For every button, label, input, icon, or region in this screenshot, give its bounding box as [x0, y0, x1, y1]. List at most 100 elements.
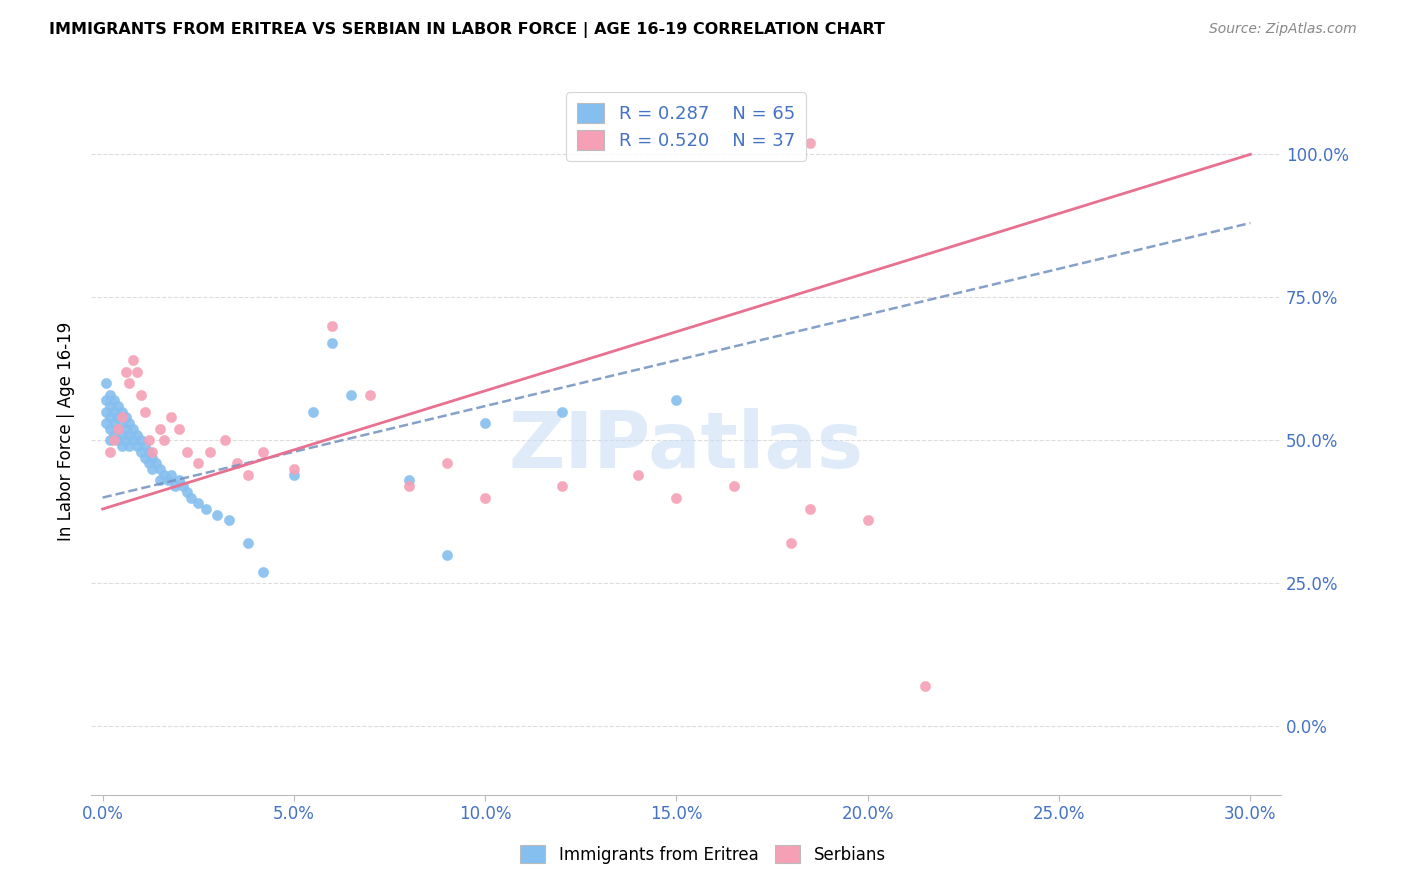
Point [153, 467, 176, 482]
Point [114, 422, 136, 436]
Point [665, 393, 688, 408]
Point [96, 393, 118, 408]
Point [122, 353, 145, 368]
Point [149, 422, 172, 436]
Point [187, 496, 209, 510]
Point [149, 474, 172, 488]
Point [207, 508, 229, 522]
Point [125, 427, 148, 442]
Point [103, 393, 125, 408]
Point [180, 491, 202, 505]
Point [98, 410, 121, 425]
Point [118, 439, 141, 453]
Point [96, 416, 118, 430]
Point [103, 434, 125, 448]
Text: ZIPatlas: ZIPatlas [509, 409, 863, 484]
Point [194, 502, 217, 516]
Point [111, 416, 134, 430]
Point [141, 462, 163, 476]
Point [914, 679, 936, 693]
Point [225, 456, 247, 470]
Point [96, 405, 118, 419]
Point [780, 536, 803, 550]
Point [340, 387, 363, 401]
Point [627, 467, 650, 482]
Point [129, 445, 152, 459]
Point [122, 422, 145, 436]
Point [118, 376, 141, 391]
Point [107, 410, 129, 425]
Point [122, 434, 145, 448]
Point [111, 439, 134, 453]
Point [283, 467, 305, 482]
Point [156, 474, 179, 488]
Point [125, 439, 148, 453]
Point [187, 456, 209, 470]
Point [799, 136, 821, 150]
Point [118, 416, 141, 430]
Point [252, 445, 274, 459]
Point [114, 365, 136, 379]
Point [98, 445, 121, 459]
Point [103, 405, 125, 419]
Point [436, 456, 458, 470]
Point [138, 456, 160, 470]
Point [98, 387, 121, 401]
Point [236, 467, 259, 482]
Point [359, 387, 381, 401]
Point [176, 445, 198, 459]
Point [436, 548, 458, 562]
Point [98, 422, 121, 436]
Legend: R = 0.287    N = 65, R = 0.520    N = 37: R = 0.287 N = 65, R = 0.520 N = 37 [567, 92, 806, 161]
Point [218, 513, 240, 527]
Point [474, 416, 496, 430]
Point [98, 434, 121, 448]
Point [551, 479, 574, 493]
Legend: Immigrants from Eritrea, Serbians: Immigrants from Eritrea, Serbians [513, 838, 893, 871]
Point [153, 434, 176, 448]
Point [167, 474, 190, 488]
Point [856, 513, 879, 527]
Point [138, 445, 160, 459]
Point [129, 434, 152, 448]
Point [114, 434, 136, 448]
Point [107, 422, 129, 436]
Point [141, 450, 163, 465]
Point [665, 491, 688, 505]
Point [398, 479, 420, 493]
Point [111, 405, 134, 419]
Point [103, 416, 125, 430]
Point [134, 439, 156, 453]
Point [129, 387, 152, 401]
Point [167, 422, 190, 436]
Text: Source: ZipAtlas.com: Source: ZipAtlas.com [1209, 22, 1357, 37]
Point [111, 427, 134, 442]
Point [321, 318, 343, 333]
Point [474, 491, 496, 505]
Point [107, 422, 129, 436]
Point [398, 474, 420, 488]
Point [98, 399, 121, 413]
Point [551, 405, 574, 419]
Point [321, 336, 343, 351]
Point [145, 456, 167, 470]
Point [799, 502, 821, 516]
Point [214, 434, 236, 448]
Text: IMMIGRANTS FROM ERITREA VS SERBIAN IN LABOR FORCE | AGE 16-19 CORRELATION CHART: IMMIGRANTS FROM ERITREA VS SERBIAN IN LA… [49, 22, 886, 38]
Point [252, 565, 274, 579]
Point [165, 479, 187, 493]
Point [149, 462, 172, 476]
Point [111, 410, 134, 425]
Point [141, 445, 163, 459]
Point [176, 484, 198, 499]
Point [107, 434, 129, 448]
Point [172, 479, 194, 493]
Point [103, 427, 125, 442]
Point [114, 410, 136, 425]
Point [96, 376, 118, 391]
Point [160, 410, 183, 425]
Point [134, 405, 156, 419]
Point [283, 462, 305, 476]
Point [125, 365, 148, 379]
Y-axis label: In Labor Force | Age 16-19: In Labor Force | Age 16-19 [58, 322, 75, 541]
